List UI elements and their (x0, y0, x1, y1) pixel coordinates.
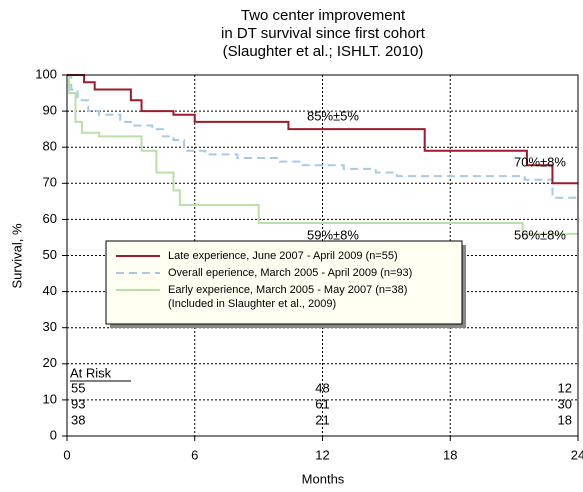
at-risk-count: 18 (558, 412, 572, 427)
chart-title: in DT survival since first cohort (221, 25, 426, 42)
survival-line (67, 74, 578, 235)
at-risk-count: 38 (71, 412, 85, 427)
x-tick-label: 12 (315, 447, 329, 462)
at-risk-count: 61 (315, 396, 329, 411)
at-risk-count: 30 (558, 396, 572, 411)
y-tick-label: 40 (43, 283, 57, 298)
y-tick-label: 80 (43, 139, 57, 154)
y-tick-label: 60 (43, 211, 57, 226)
y-tick-label: 0 (50, 427, 57, 442)
legend-label: Early experience, March 2005 - May 2007 … (168, 284, 407, 296)
annotation: 59%±8% (307, 227, 359, 242)
chart-title: (Slaughter et al.; ISHLT. 2010) (223, 43, 424, 60)
legend-box (105, 240, 463, 325)
survival-line (67, 74, 579, 202)
plot-frame (66, 74, 579, 437)
y-tick-label: 10 (43, 391, 57, 406)
x-tick-label: 6 (191, 447, 198, 462)
at-risk-count: 21 (315, 412, 329, 427)
at-risk-count: 48 (315, 380, 329, 395)
at-risk-count: 12 (558, 380, 572, 395)
y-axis-label: Survival, % (9, 223, 24, 288)
at-risk-title: At Risk (70, 365, 112, 380)
annotation: 56%±8% (514, 227, 566, 242)
survival-line (67, 74, 578, 185)
x-tick-label: 18 (443, 447, 457, 462)
y-tick-label: 20 (43, 355, 57, 370)
y-tick-label: 30 (43, 319, 57, 334)
x-tick-label: 24 (571, 447, 583, 462)
at-risk-count: 93 (71, 396, 85, 411)
annotation: 70%±8% (514, 154, 566, 169)
at-risk-count: 55 (71, 380, 85, 395)
legend-label: Late experience, June 2007 - April 2009 … (168, 250, 398, 262)
chart-title: Two center improvement (241, 7, 406, 24)
y-tick-label: 100 (35, 66, 57, 81)
legend-note: (Included in Slaughter et al., 2009) (168, 298, 336, 310)
y-tick-label: 90 (43, 103, 57, 118)
x-tick-label: 0 (63, 447, 70, 462)
annotation: 85%±5% (307, 108, 359, 123)
y-tick-label: 70 (43, 175, 57, 190)
legend-label: Overall eperience, March 2005 - April 20… (168, 267, 412, 279)
x-axis-label: Months (302, 471, 345, 486)
y-tick-label: 50 (43, 247, 57, 262)
